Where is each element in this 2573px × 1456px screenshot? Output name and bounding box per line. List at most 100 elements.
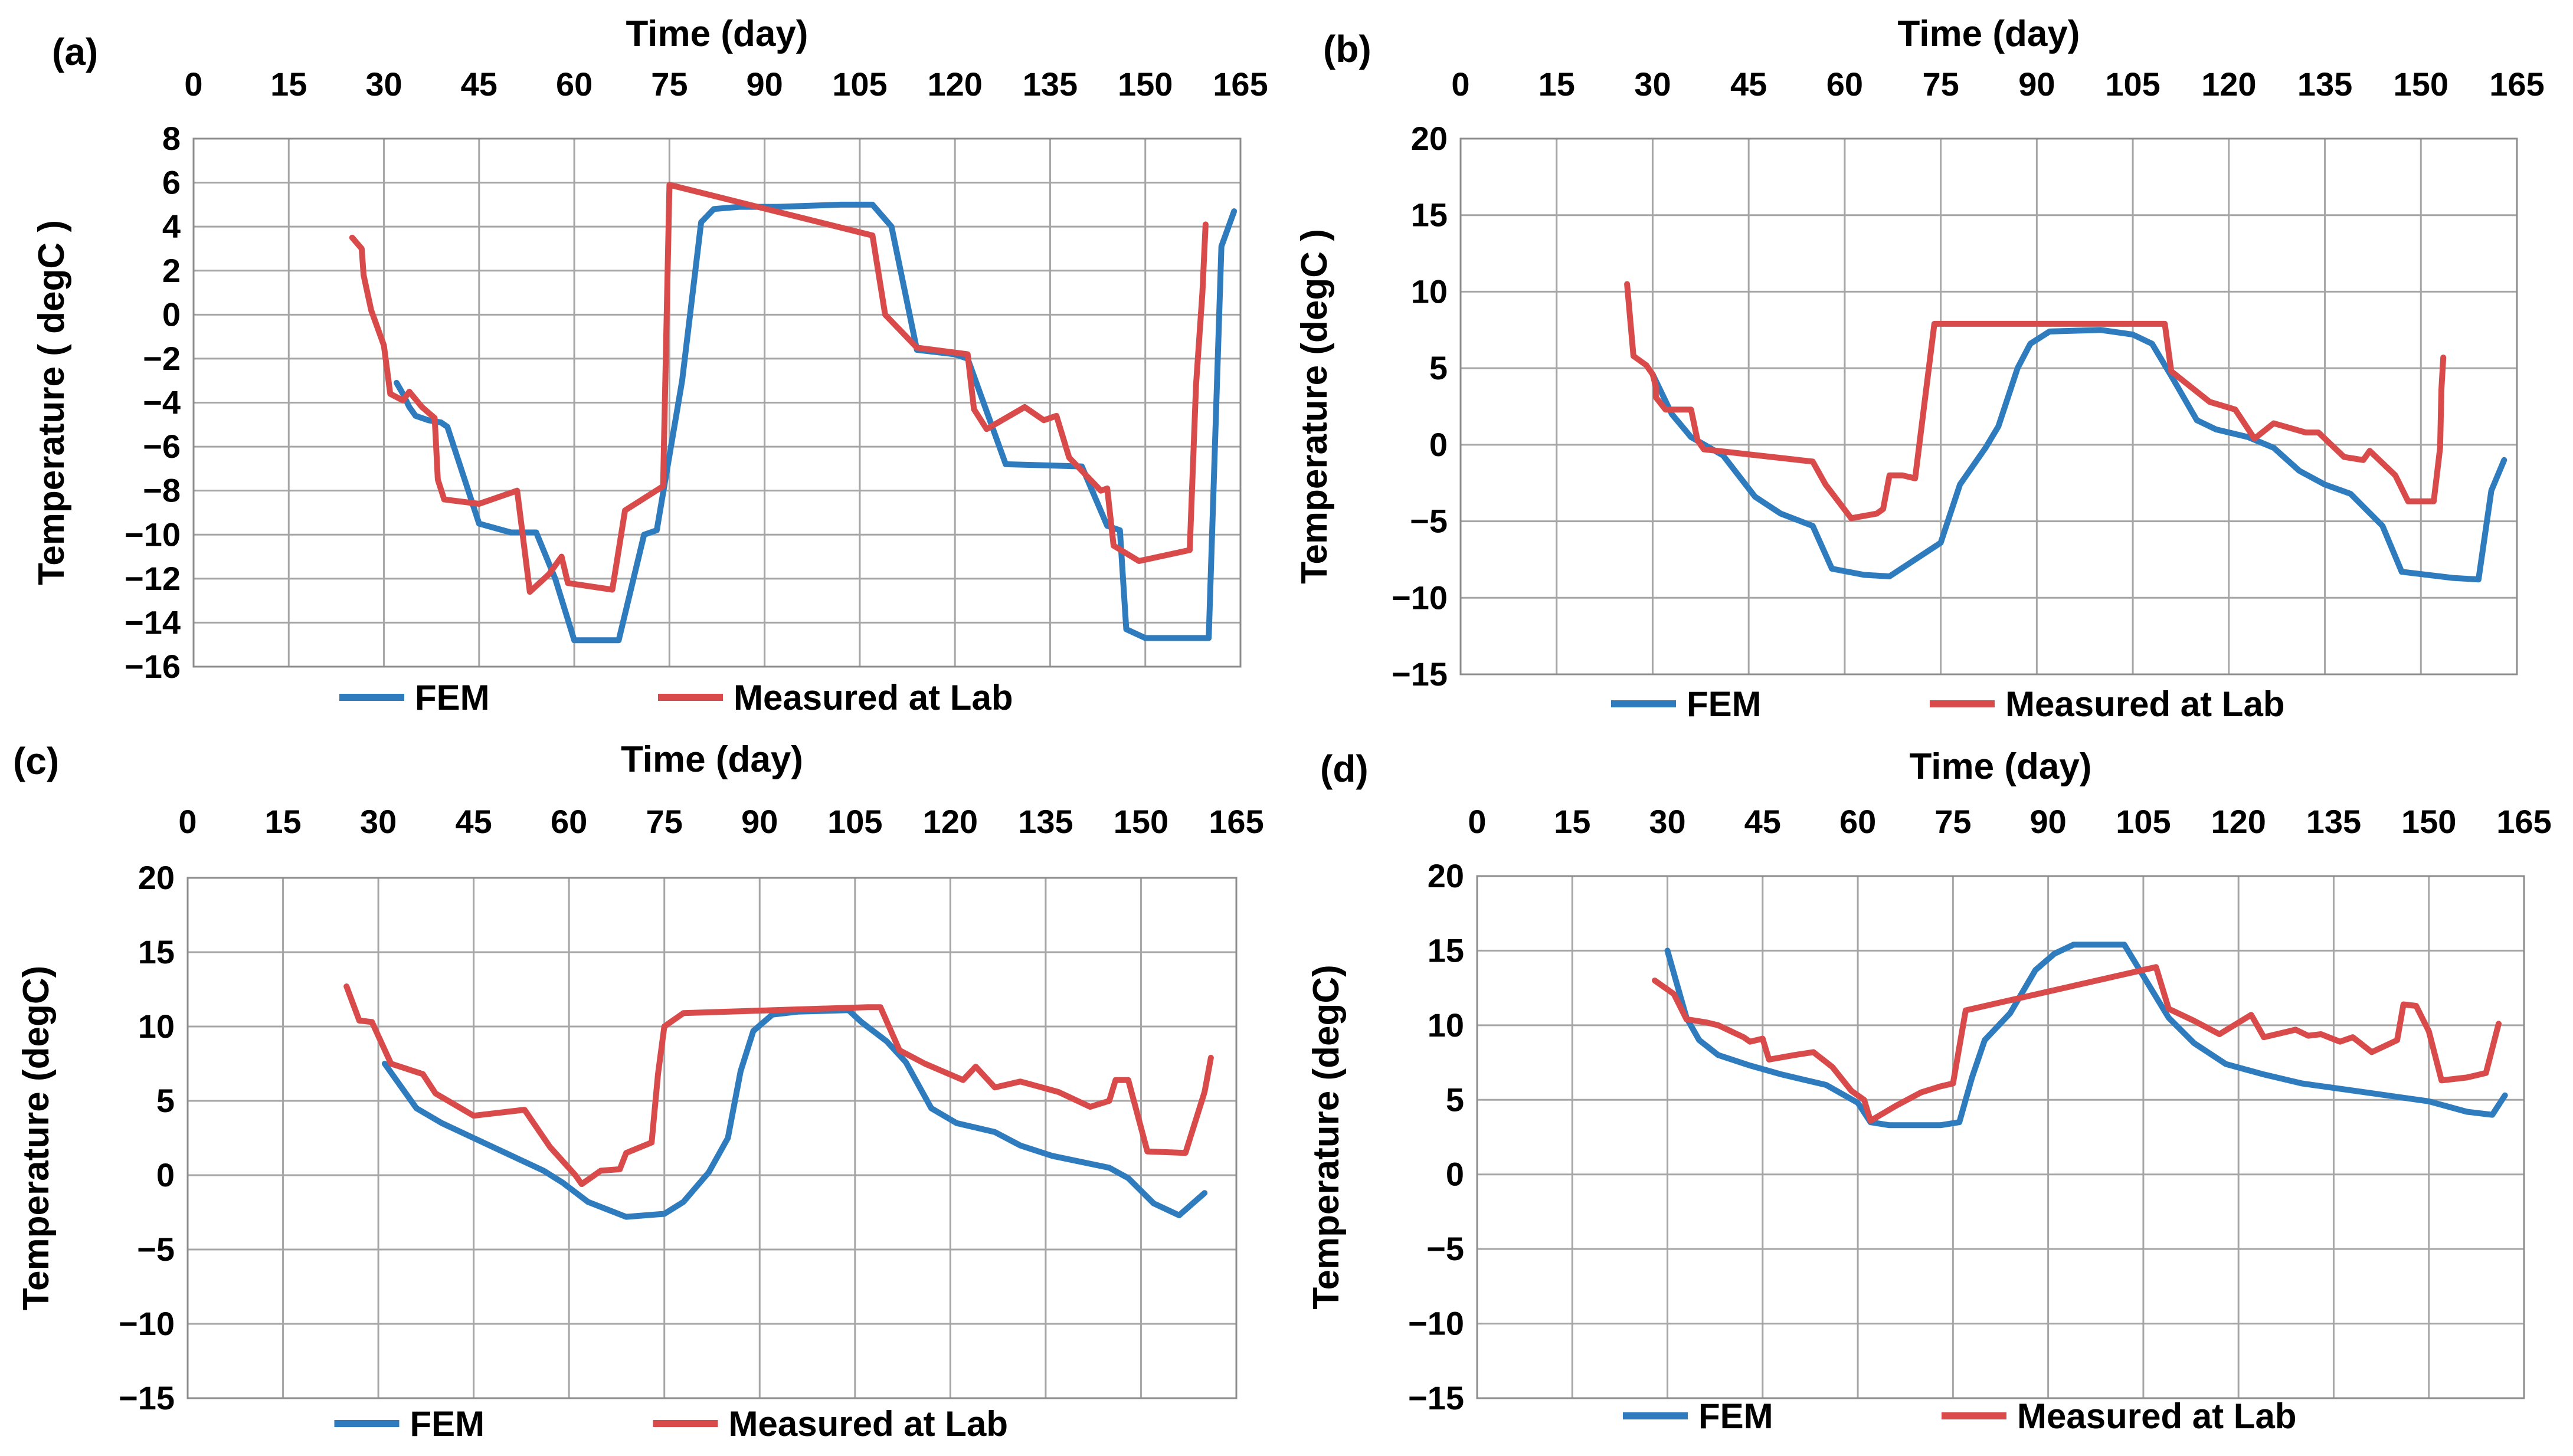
plot-frame <box>192 137 1242 668</box>
legend-label-measured: Measured at Lab <box>2017 1396 2296 1436</box>
y-tick-label: 10 <box>1428 1006 1464 1044</box>
y-tick-label: 4 <box>162 208 181 245</box>
x-tick-label: 75 <box>651 65 688 103</box>
x-tick-label: 60 <box>1839 803 1876 840</box>
x-tick-label: 120 <box>923 803 978 840</box>
series-line-measured <box>1624 281 2447 522</box>
x-tick-label: 90 <box>741 803 778 840</box>
x-tick-label: 120 <box>2201 65 2256 103</box>
panel-label: (d) <box>1320 747 1369 790</box>
x-tick-label: 0 <box>1451 65 1469 103</box>
x-tick-label: 30 <box>365 65 402 103</box>
y-tick-label: −12 <box>125 560 181 597</box>
y-tick-label: 5 <box>1446 1081 1464 1118</box>
y-axis-title: Temperature (degC) <box>1306 965 1347 1310</box>
y-tick-label: −10 <box>125 516 181 553</box>
y-tick-label: −8 <box>143 472 181 509</box>
x-tick-label: 90 <box>746 65 783 103</box>
legend-label-fem: FEM <box>415 678 490 717</box>
legend-label-fem: FEM <box>410 1404 485 1444</box>
y-axis-title: Temperature (degC) <box>16 966 57 1311</box>
panel-label: (b) <box>1323 28 1371 70</box>
chart-panel-4: 0 15 30 45 60 75 90 105 120 135 150 165 −15 −10 −5 0 5 10… <box>1306 746 2552 1436</box>
y-tick-label: −4 <box>143 384 181 421</box>
panel-label: (c) <box>13 740 59 782</box>
x-tick-label: 150 <box>2394 65 2448 103</box>
chart-panel-3: 0 15 30 45 60 75 90 105 120 135 150 165 −15 −10 −5 0 5 10… <box>13 739 1264 1444</box>
x-tick-label: 75 <box>646 803 683 840</box>
y-tick-label: 0 <box>1429 426 1448 463</box>
x-tick-label: 60 <box>1826 65 1863 103</box>
legend-label-fem: FEM <box>1687 684 1762 724</box>
x-tick-label: 90 <box>2029 803 2066 840</box>
y-tick-label: −16 <box>125 648 181 685</box>
x-tick-label: 90 <box>2018 65 2055 103</box>
x-tick-label: 165 <box>2496 803 2551 840</box>
y-tick-label: −14 <box>125 604 181 641</box>
x-tick-label: 60 <box>551 803 587 840</box>
x-tick-label: 75 <box>1922 65 1959 103</box>
x-tick-label: 165 <box>1213 65 1268 103</box>
y-tick-label: −5 <box>1410 503 1448 540</box>
y-tick-label: 8 <box>162 120 181 157</box>
x-tick-label: 0 <box>1468 803 1486 840</box>
series-line-fem <box>1664 942 2508 1129</box>
x-tick-label: 165 <box>2489 65 2544 103</box>
x-tick-label: 120 <box>2211 803 2266 840</box>
y-tick-label: 5 <box>156 1082 175 1119</box>
x-tick-label: 135 <box>1018 803 1073 840</box>
y-tick-label: 20 <box>1428 857 1464 894</box>
x-tick-label: 45 <box>455 803 492 840</box>
x-tick-label: 105 <box>827 803 882 840</box>
series-line-fem <box>1649 327 2507 583</box>
x-axis-title: Time (day) <box>621 739 803 780</box>
panel-label: (a) <box>52 31 98 73</box>
y-tick-label: −15 <box>1392 655 1448 693</box>
y-tick-label: 15 <box>138 933 175 970</box>
y-tick-label: 0 <box>1446 1156 1464 1193</box>
legend-label-measured: Measured at Lab <box>2005 684 2284 724</box>
series-line-measured <box>349 182 1209 595</box>
x-tick-label: 60 <box>556 65 592 103</box>
y-tick-label: 10 <box>1411 273 1448 310</box>
y-axis-title: Temperature ( degC ) <box>31 220 72 585</box>
x-tick-label: 45 <box>461 65 497 103</box>
x-tick-label: 30 <box>1649 803 1685 840</box>
y-axis-title: Temperature (degC ) <box>1294 229 1335 584</box>
y-tick-label: −5 <box>1426 1230 1464 1267</box>
x-tick-label: 135 <box>1023 65 1078 103</box>
x-tick-label: 15 <box>1554 803 1590 840</box>
x-axis-title: Time (day) <box>1898 14 2080 54</box>
plot-frame <box>1459 137 2518 675</box>
x-tick-label: 15 <box>1538 65 1575 103</box>
x-tick-label: 165 <box>1209 803 1263 840</box>
series-line-measured <box>1652 964 2502 1124</box>
x-tick-label: 150 <box>1118 65 1173 103</box>
y-tick-label: 6 <box>162 164 181 201</box>
chart-panel-1: 0 15 30 45 60 75 90 105 120 135 150 165−16−14−12−10… <box>31 14 1268 717</box>
x-tick-label: 45 <box>1730 65 1767 103</box>
y-tick-label: 0 <box>162 296 181 333</box>
x-tick-label: 15 <box>264 803 301 840</box>
y-tick-label: 15 <box>1428 932 1464 969</box>
x-tick-label: 0 <box>184 65 202 103</box>
x-tick-label: 45 <box>1744 803 1781 840</box>
y-tick-label: 5 <box>1429 349 1448 386</box>
y-tick-label: 15 <box>1411 196 1448 234</box>
plot-frame <box>186 877 1238 1399</box>
chart-panel-2: 0 15 30 45 60 75 90 105 120 135 150 165 −15 −10 −5 0 5 10… <box>1294 14 2545 724</box>
y-tick-label: 20 <box>138 859 175 896</box>
x-tick-label: 0 <box>178 803 197 840</box>
x-axis-title: Time (day) <box>1910 746 2092 787</box>
x-tick-label: 105 <box>2116 803 2171 840</box>
x-tick-label: 150 <box>2401 803 2456 840</box>
x-tick-label: 30 <box>1634 65 1671 103</box>
y-tick-label: −10 <box>119 1305 175 1342</box>
x-tick-label: 105 <box>2105 65 2160 103</box>
y-tick-label: −15 <box>1408 1379 1464 1416</box>
series-line-fem <box>381 1007 1208 1220</box>
y-tick-label: 20 <box>1411 120 1448 157</box>
y-tick-label: 2 <box>162 252 181 289</box>
y-tick-label: −5 <box>137 1231 175 1268</box>
